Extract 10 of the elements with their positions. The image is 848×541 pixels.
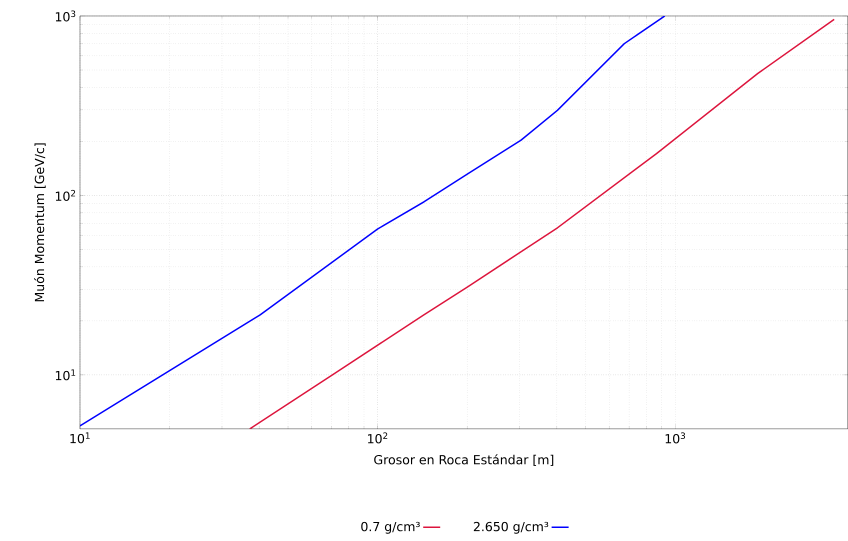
legend-label: 0.7 g/cm³ <box>361 522 420 534</box>
y-tick-label: 10$^{1}$ <box>56 369 76 380</box>
y-tick-label: 10$^{3}$ <box>56 10 76 22</box>
x-axis-title: Grosor en Roca Estándar [m] <box>374 454 554 466</box>
y-axis-title: Muón Momentum [GeV/c] <box>34 143 46 302</box>
x-tick-label: 10$^{1}$ <box>70 432 90 444</box>
x-tick-label: 10$^{3}$ <box>666 432 686 444</box>
y-tick-label: 10$^{2}$ <box>56 190 76 201</box>
legend-label: 2.650 g/cm³ <box>474 522 548 534</box>
x-tick-label: 10$^{2}$ <box>368 432 388 444</box>
